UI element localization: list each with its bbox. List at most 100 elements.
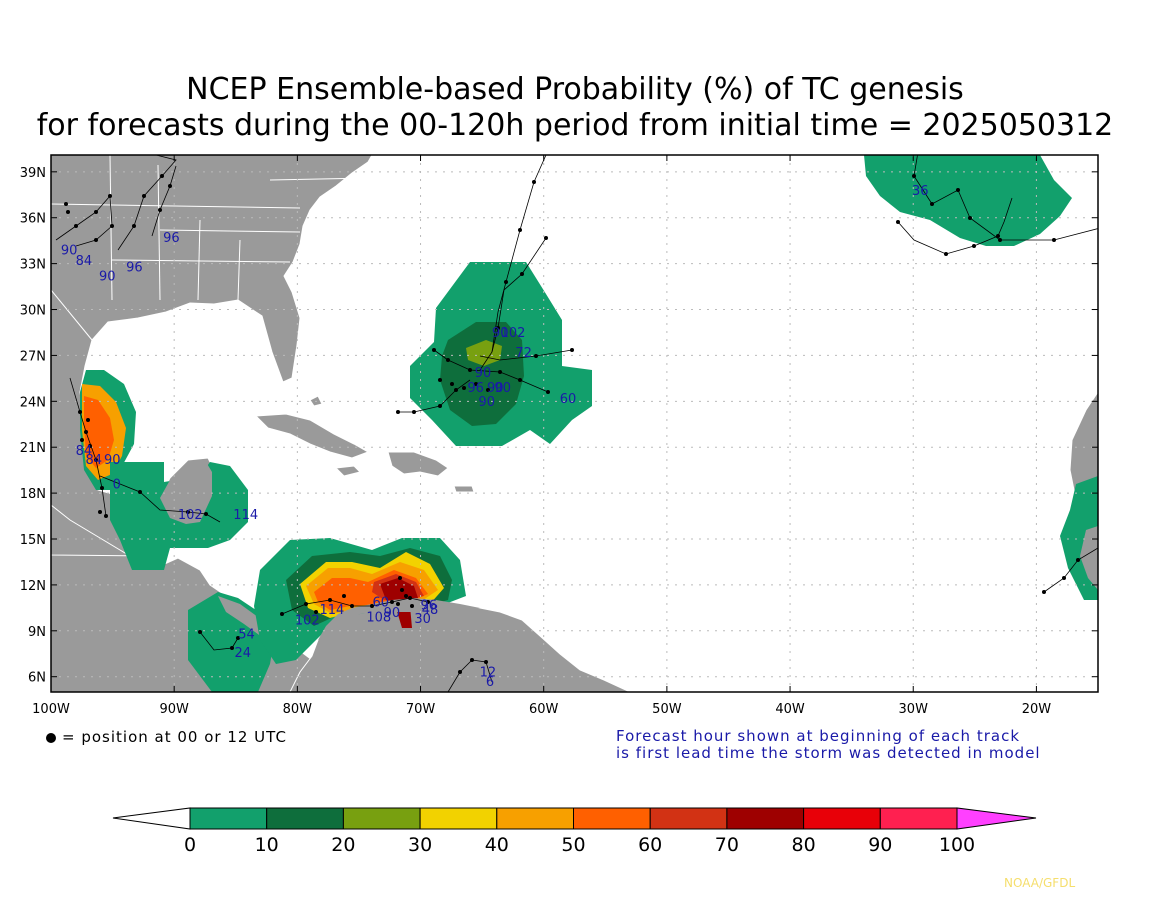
forecast-hour-label: 24 [235,646,252,661]
probability-shading-honduras [110,462,248,570]
lat-tick-label: 33N [20,258,46,273]
forecast-hour-label: 54 [238,627,255,642]
lat-tick-label: 36N [20,212,46,227]
forecast-hour-label: 90 [487,381,504,396]
colorbar-tick-label: 70 [715,834,739,856]
map-frame [50,154,1099,693]
lon-tick-label: 40W [775,702,805,717]
position-dot-icon [46,732,56,743]
forecast-hour-label: 72 [515,346,532,361]
forecast-hour-label: 90 [99,269,116,284]
forecast-hour-label: 102 [501,326,526,341]
probability-shading-west-africa [1060,476,1098,600]
forecast-hour-label: 96 [163,231,180,246]
colorbar-swatch [726,807,805,830]
colorbar-under-arrow [112,807,191,830]
forecast-hour-label: 90 [492,326,509,341]
colorbar-swatch [649,807,728,830]
forecast-note-line1: Forecast hour shown at beginning of each… [616,727,1021,745]
colorbar-swatch [419,807,498,830]
forecast-hour-label: 96 [126,260,143,275]
legend-note-text: = position at 00 or 12 UTC [62,728,287,746]
forecast-hour-label: 30 [414,612,431,627]
chart-title: NCEP Ensemble-based Probability (%) of T… [186,72,964,107]
colorbar-swatch [573,807,651,830]
lon-tick-label: 50W [652,702,682,717]
colorbar-swatch [879,807,958,830]
hispaniola-land [387,451,449,477]
colorbar-tick-label: 10 [255,834,279,856]
colorbar-swatch [803,807,881,830]
lat-tick-label: 9N [28,625,46,640]
lat-tick-label: 39N [20,166,46,181]
forecast-hour-label: 96 [467,381,484,396]
track-positions [64,174,1080,674]
forecast-hour-label: 0 [113,478,121,493]
lat-tick-label: 18N [20,487,46,502]
lon-tick-label: 90W [159,702,189,717]
colorbar-swatch [266,807,344,830]
forecast-hour-label: 90 [494,381,511,396]
forecast-hour-label: 90 [478,395,495,410]
puerto-rico-land [453,485,475,493]
colorbar-tick-label: 90 [868,834,892,856]
lon-tick-label: 100W [32,702,70,717]
forecast-hour-label: 6 [486,675,494,690]
colorbar-swatch [189,807,268,830]
forecast-hour-label: 102 [178,508,203,523]
forecast-hour-label: 102 [295,614,320,629]
colorbar-over-arrow [956,807,1037,830]
colorbar-tick-label: 40 [485,834,509,856]
colorbar-tick-label: 30 [408,834,432,856]
lat-tick-label: 24N [20,395,46,410]
legend-note: = position at 00 or 12 UTC [46,728,287,746]
credit-text: NOAA/GFDL [1004,876,1076,890]
jamaica-land [334,465,361,477]
longitude-axis: 100W 90W 80W 70W 60W 50W 40W 30W 20W [32,702,1051,717]
colorbar-tick-label: 60 [638,834,662,856]
forecast-hour-label: 90 [384,606,401,621]
lat-tick-label: 21N [20,441,46,456]
lat-tick-label: 6N [28,671,46,686]
lon-tick-label: 60W [529,702,559,717]
chart-subtitle: for forecasts during the 00-120h period … [36,108,1114,143]
forecast-hour-label: 48 [422,603,439,618]
axis-ticks [50,155,1098,692]
colorbar-tick-label: 80 [792,834,816,856]
forecast-hour-label: 90 [475,366,492,381]
lat-tick-label: 30N [20,304,46,319]
colorbar-tick-label: 50 [561,834,585,856]
forecast-hour-label: 84 [85,453,102,468]
forecast-hour-label: 114 [320,603,345,618]
forecast-hour-label: 84 [76,254,93,269]
gridlines [51,155,1098,692]
forecast-hour-label: 12 [480,666,497,681]
lon-tick-label: 80W [283,702,313,717]
forecast-note: Forecast hour shown at beginning of each… [616,728,1041,762]
lon-tick-label: 30W [899,702,929,717]
forecast-hour-label: 84 [76,444,93,459]
colorbar-tick-label: 100 [939,834,975,856]
forecast-hour-label: 36 [912,184,929,199]
forecast-hour-label: 60 [372,595,389,610]
lat-tick-label: 27N [20,349,46,364]
colorbar-tick-label: 0 [184,834,196,856]
colorbar-swatch [496,807,574,830]
forecast-hour-label: 60 [560,392,577,407]
colorbar-swatch [342,807,421,830]
latitude-axis: 39N 36N 33N 30N 27N 24N 21N 18N 15N 12N 9N 6N [20,166,46,686]
forecast-note-line2: is first lead time the storm was detecte… [616,744,1041,762]
colorbar-tick-label: 20 [331,834,355,856]
lon-tick-label: 70W [406,702,436,717]
forecast-hour-label: 90 [61,243,78,258]
lon-tick-label: 20W [1022,702,1052,717]
probability-shading-atlantic [410,262,592,446]
forecast-hour-label: 96 [421,598,438,613]
lat-tick-label: 15N [20,533,46,548]
lat-tick-label: 12N [20,579,46,594]
forecast-hour-label: 108 [366,611,391,626]
colorbar: 0 10 20 30 40 50 60 70 80 90 100 [112,807,1037,856]
forecast-hour-label: 114 [233,508,258,523]
